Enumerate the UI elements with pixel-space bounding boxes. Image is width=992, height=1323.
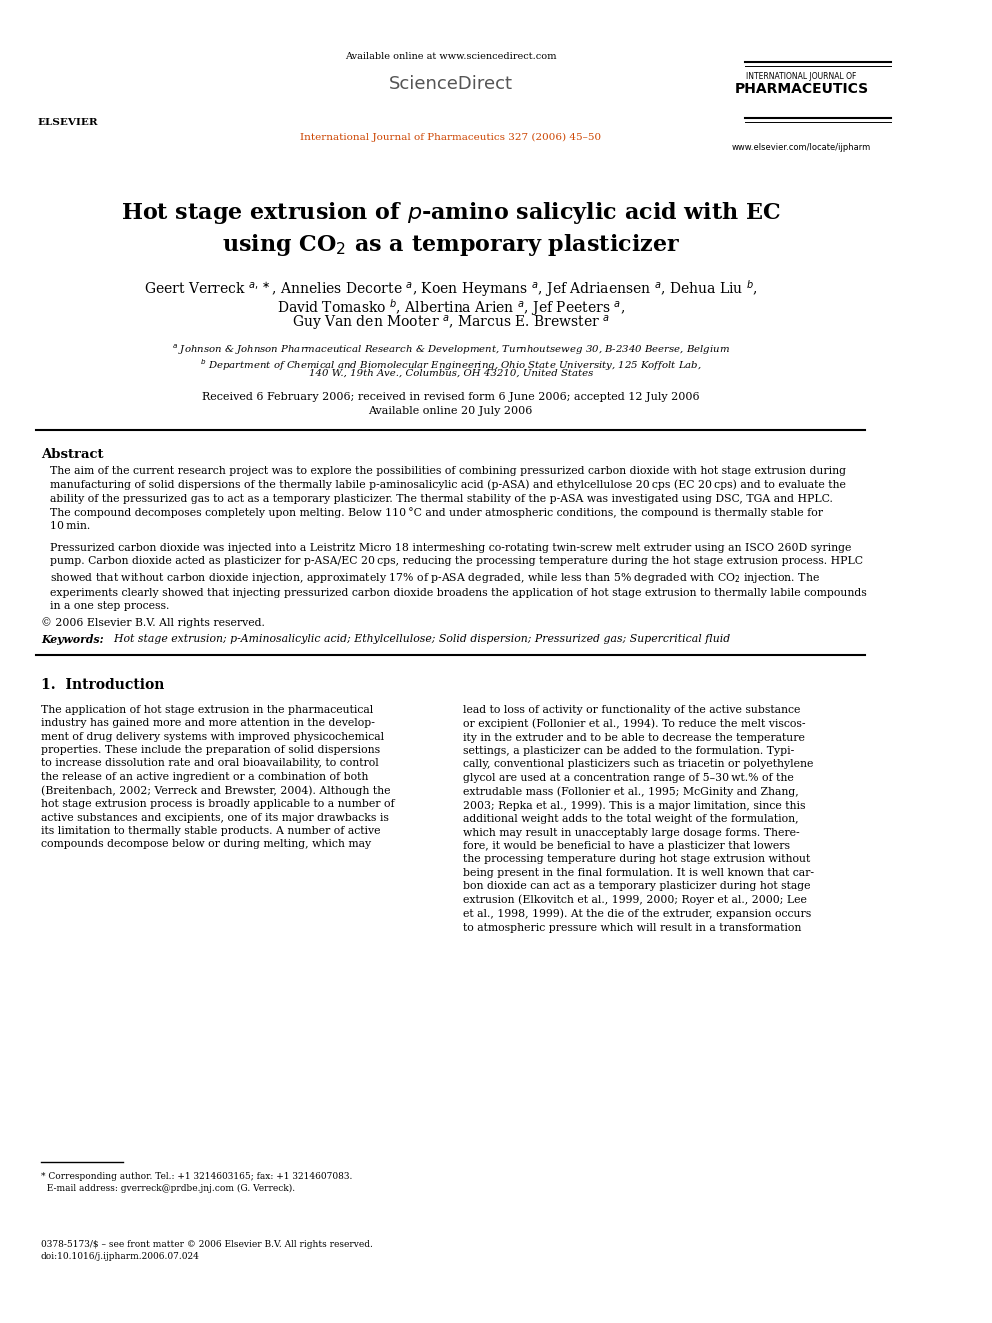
Text: using CO$_2$ as a temporary plasticizer: using CO$_2$ as a temporary plasticizer	[221, 232, 680, 258]
Text: Geert Verreck $^{a,\ast}$, Annelies Decorte $^{a}$, Koen Heymans $^{a}$, Jef Adr: Geert Verreck $^{a,\ast}$, Annelies Deco…	[144, 278, 758, 299]
Text: INTERNATIONAL JOURNAL OF: INTERNATIONAL JOURNAL OF	[746, 71, 857, 81]
Text: ELSEVIER: ELSEVIER	[38, 118, 98, 127]
Text: © 2006 Elsevier B.V. All rights reserved.: © 2006 Elsevier B.V. All rights reserved…	[41, 617, 265, 628]
Text: PHARMACEUTICS: PHARMACEUTICS	[734, 82, 869, 97]
Text: Pressurized carbon dioxide was injected into a Leistritz Micro 18 intermeshing c: Pressurized carbon dioxide was injected …	[50, 542, 867, 611]
Text: Received 6 February 2006; received in revised form 6 June 2006; accepted 12 July: Received 6 February 2006; received in re…	[202, 392, 699, 402]
Text: www.elsevier.com/locate/ijpharm: www.elsevier.com/locate/ijpharm	[732, 143, 871, 152]
Text: Available online 20 July 2006: Available online 20 July 2006	[368, 406, 533, 415]
Text: * Corresponding author. Tel.: +1 3214603165; fax: +1 3214607083.
  E-mail addres: * Corresponding author. Tel.: +1 3214603…	[41, 1172, 352, 1193]
Text: Keywords:: Keywords:	[41, 634, 103, 646]
Text: ScienceDirect: ScienceDirect	[389, 75, 513, 93]
Text: Hot stage extrusion of $\it{p}$-amino salicylic acid with EC: Hot stage extrusion of $\it{p}$-amino sa…	[121, 200, 781, 226]
Text: International Journal of Pharmaceutics 327 (2006) 45–50: International Journal of Pharmaceutics 3…	[301, 134, 601, 142]
Text: The aim of the current research project was to explore the possibilities of comb: The aim of the current research project …	[50, 466, 846, 532]
Text: lead to loss of activity or functionality of the active substance
or excipient (: lead to loss of activity or functionalit…	[463, 705, 814, 933]
Text: 140 W., 19th Ave., Columbus, OH 43210, United States: 140 W., 19th Ave., Columbus, OH 43210, U…	[309, 369, 593, 378]
Text: The application of hot stage extrusion in the pharmaceutical
industry has gained: The application of hot stage extrusion i…	[41, 705, 395, 849]
Text: $^{b}$ Department of Chemical and Biomolecular Engineering, Ohio State Universit: $^{b}$ Department of Chemical and Biomol…	[199, 357, 701, 373]
Text: 1.  Introduction: 1. Introduction	[41, 677, 165, 692]
Text: David Tomasko $^{b}$, Albertina Arien $^{a}$, Jef Peeters $^{a}$,: David Tomasko $^{b}$, Albertina Arien $^…	[277, 296, 625, 318]
Text: Guy Van den Mooter $^{a}$, Marcus E. Brewster $^{a}$: Guy Van den Mooter $^{a}$, Marcus E. Bre…	[292, 314, 610, 333]
Text: $^{a}$ Johnson & Johnson Pharmaceutical Research & Development, Turnhoutseweg 30: $^{a}$ Johnson & Johnson Pharmaceutical …	[172, 343, 730, 357]
Text: 0378-5173/$ – see front matter © 2006 Elsevier B.V. All rights reserved.
doi:10.: 0378-5173/$ – see front matter © 2006 El…	[41, 1240, 373, 1261]
Text: Available online at www.sciencedirect.com: Available online at www.sciencedirect.co…	[345, 52, 557, 61]
Text: Hot stage extrusion; p-Aminosalicylic acid; Ethylcellulose; Solid dispersion; Pr: Hot stage extrusion; p-Aminosalicylic ac…	[107, 634, 730, 644]
Text: Abstract: Abstract	[41, 448, 103, 460]
